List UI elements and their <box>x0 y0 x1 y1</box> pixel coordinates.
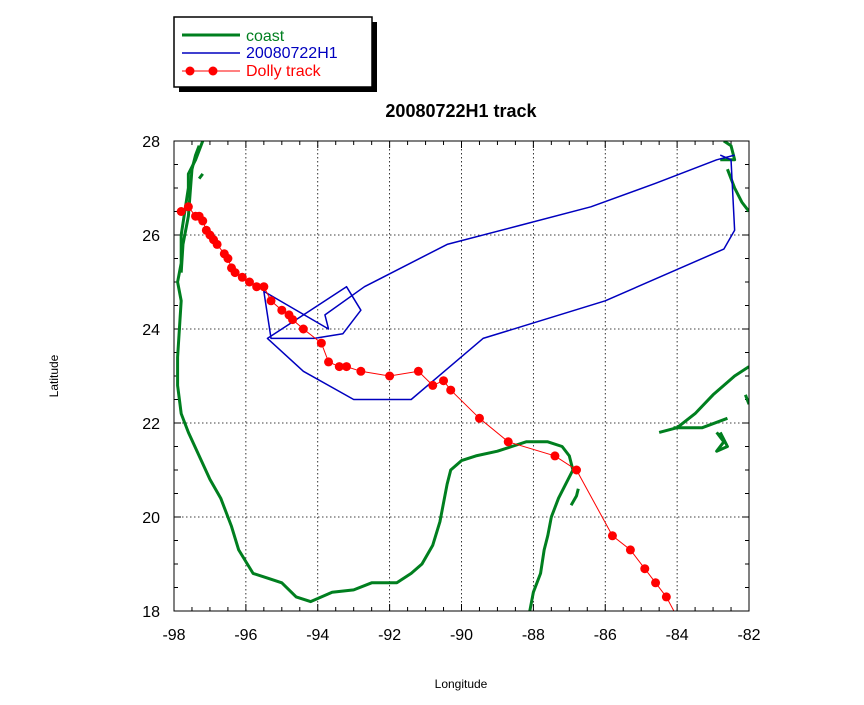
series-layer <box>176 141 749 700</box>
dolly-track-point <box>572 465 581 475</box>
flight-track-line <box>263 154 736 401</box>
dolly-track-point <box>413 366 423 376</box>
coast-line <box>176 141 575 611</box>
x-axis-title: Longitude <box>435 677 488 691</box>
dolly-track-point <box>324 357 334 367</box>
y-tick-label: 18 <box>142 604 160 621</box>
y-tick-label: 24 <box>142 322 160 339</box>
x-tick-labels: -98 -96 -94 -92 -90 -88 -86 -84 -82 <box>162 627 760 644</box>
y-tick-label: 20 <box>142 510 160 527</box>
x-tick-label: -98 <box>162 627 185 644</box>
dolly-track-point <box>183 202 193 212</box>
dolly-track-point <box>176 207 186 216</box>
grid <box>174 141 749 611</box>
dolly-track-point <box>244 277 254 287</box>
dolly-track-point <box>651 578 661 588</box>
dolly-track-point <box>219 249 229 259</box>
dolly-track-point <box>385 371 395 381</box>
x-tick-label: -94 <box>306 627 329 644</box>
dolly-track-point <box>640 564 650 574</box>
dolly-track-point <box>334 362 344 372</box>
y-tick-label: 26 <box>142 228 160 245</box>
dolly-track-point <box>503 437 513 447</box>
coast-line <box>744 394 749 405</box>
dolly-track-point <box>266 296 276 306</box>
dolly-track-point <box>298 324 308 334</box>
coast-line <box>179 145 201 273</box>
dolly-track-point <box>342 362 351 372</box>
dolly-track-point <box>356 366 366 376</box>
dolly-track-point <box>277 305 287 315</box>
legend-label-flight: 20080722H1 <box>246 45 338 62</box>
y-axis-title: Latitude <box>47 354 61 397</box>
dolly-track-point <box>730 691 739 700</box>
dolly-track-point <box>237 272 247 282</box>
plot-frame <box>173 140 750 612</box>
axis-ticks <box>173 140 750 612</box>
coast-line <box>726 168 749 213</box>
dolly-track-point <box>625 545 635 555</box>
dolly-track-point <box>259 282 269 292</box>
coast-line <box>720 141 737 162</box>
legend-marker-dolly <box>185 66 195 76</box>
dolly-track-point <box>201 225 211 235</box>
coast-line <box>658 365 749 434</box>
x-tick-label: -92 <box>378 627 401 644</box>
chart-title: 20080722H1 track <box>385 101 537 121</box>
legend-label-coast: coast <box>246 28 285 45</box>
dolly-track-point <box>661 592 671 602</box>
x-tick-label: -84 <box>666 627 689 644</box>
dolly-track-point <box>446 385 456 395</box>
legend-box <box>173 16 373 88</box>
dolly-track-point <box>191 211 201 221</box>
coast-line <box>197 172 204 180</box>
x-tick-label: -88 <box>522 627 545 644</box>
dolly-track-point <box>550 451 560 461</box>
dolly-track-point <box>227 263 236 273</box>
x-tick-label: -86 <box>594 627 617 644</box>
dolly-track-point <box>316 338 326 348</box>
y-tick-label: 22 <box>142 416 160 433</box>
coast-line <box>673 416 728 430</box>
dolly-track-point <box>428 380 438 390</box>
y-tick-label: 28 <box>142 134 160 151</box>
x-tick-label: -90 <box>450 627 473 644</box>
legend: coast 20080722H1 Dolly track <box>173 16 377 92</box>
coast-line <box>715 431 729 453</box>
legend-marker-dolly <box>208 66 218 76</box>
x-tick-label: -96 <box>234 627 257 644</box>
dolly-track-point <box>284 310 294 320</box>
legend-label-dolly: Dolly track <box>246 63 322 80</box>
dolly-track-point <box>439 376 449 386</box>
dolly-track-point <box>252 282 262 292</box>
dolly-track-point <box>474 413 484 423</box>
x-tick-label: -82 <box>737 627 760 644</box>
coast-line <box>569 488 580 506</box>
y-tick-labels: 18 20 22 24 26 28 <box>142 134 160 621</box>
dolly-track-point <box>607 531 617 541</box>
